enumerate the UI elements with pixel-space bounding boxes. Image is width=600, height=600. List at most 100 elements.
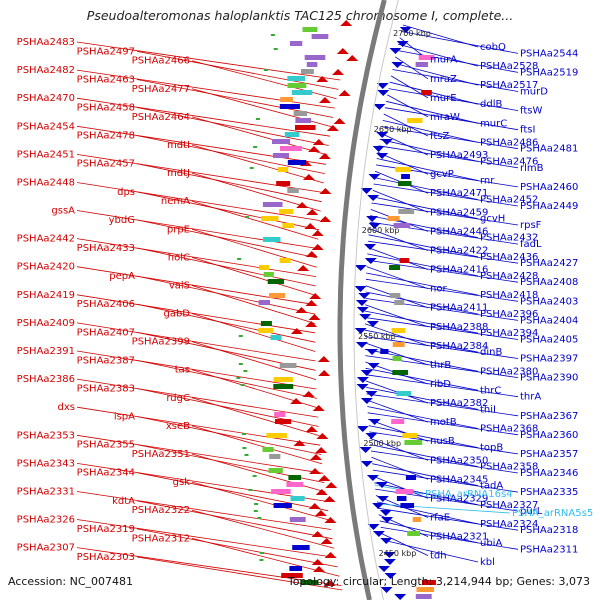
feature-block xyxy=(380,349,389,354)
label-connector xyxy=(76,406,321,446)
forward-feature-arrow xyxy=(295,307,308,313)
reverse-gene-label: thrC xyxy=(480,385,501,396)
feature-block xyxy=(258,328,274,333)
reverse-feature-arrow xyxy=(356,307,369,313)
forward-gene-label: PSHAa2442 xyxy=(17,234,75,245)
forward-feature-arrow xyxy=(318,475,331,481)
reverse-feature-arrow xyxy=(380,139,393,145)
label-connector xyxy=(387,94,429,118)
label-connector xyxy=(191,425,323,465)
feature-block xyxy=(421,90,432,95)
accession-text: Accession: NC_007481 xyxy=(8,575,134,588)
forward-gene-label: PSHAa2307 xyxy=(17,543,75,554)
label-connector xyxy=(370,450,519,474)
label-connector xyxy=(382,120,479,143)
forward-feature-arrow xyxy=(318,97,331,103)
label-connector xyxy=(384,107,519,131)
reverse-gene-label: PSHAa2432 xyxy=(480,233,538,244)
forward-feature-arrow xyxy=(319,188,332,194)
label-connector xyxy=(366,266,429,289)
feature-block xyxy=(293,111,308,116)
forward-gene-label: mdtJ xyxy=(167,168,190,179)
label-connector xyxy=(368,418,429,442)
feature-block xyxy=(287,83,307,88)
forward-gene-label: PSHAa2482 xyxy=(17,65,75,76)
feature-track xyxy=(236,20,436,600)
label-connector xyxy=(364,329,479,353)
feature-block xyxy=(392,342,405,347)
gc-tick xyxy=(253,510,258,512)
rna-gene-label: PSHA_arRNA16s4 xyxy=(425,489,513,500)
forward-feature-arrow xyxy=(311,244,324,250)
reverse-gene-label: ftsW xyxy=(520,106,542,117)
label-connector xyxy=(377,507,519,531)
forward-feature-arrow xyxy=(319,216,332,222)
reverse-gene-label: PSHAa2390 xyxy=(520,373,578,384)
reverse-gene-label: PSHAa2460 xyxy=(520,182,578,193)
label-connector xyxy=(381,533,429,556)
rna-gene-label: PSHA_arRNA5s5 xyxy=(512,508,593,519)
forward-gene-label: PSHAa2355 xyxy=(77,440,135,451)
feature-block xyxy=(277,167,289,172)
gc-tick xyxy=(238,363,243,365)
label-connector xyxy=(76,322,316,362)
forward-feature-arrow xyxy=(302,391,315,397)
label-connector xyxy=(367,406,479,429)
label-connector xyxy=(364,323,429,347)
reverse-feature-arrow xyxy=(384,573,397,579)
label-connector xyxy=(365,310,479,334)
reverse-feature-arrow xyxy=(360,461,373,467)
forward-gene-label: PSHAa2407 xyxy=(77,327,135,338)
label-connector xyxy=(76,547,342,586)
label-connector xyxy=(76,491,332,530)
forward-gene-label: PSHAa2399 xyxy=(132,337,190,348)
label-connector xyxy=(136,528,338,568)
reverse-feature-arrow xyxy=(381,517,394,523)
forward-gene-label: ispA xyxy=(114,412,135,423)
feature-block xyxy=(273,384,294,389)
label-connector xyxy=(191,285,316,324)
label-connector xyxy=(191,397,320,437)
gc-tick xyxy=(255,118,260,120)
gc-tick xyxy=(244,216,249,218)
label-connector xyxy=(366,399,429,423)
forward-feature-arrow xyxy=(336,48,349,54)
reverse-feature-arrow xyxy=(372,503,385,509)
reverse-feature-arrow xyxy=(360,370,373,376)
forward-feature-arrow xyxy=(318,370,331,376)
gc-tick xyxy=(236,377,241,379)
reverse-gene-label: rnr xyxy=(480,176,495,187)
feature-block xyxy=(263,272,274,277)
reverse-feature-arrow xyxy=(376,132,389,138)
feature-block xyxy=(392,370,409,375)
reverse-gene-label: cobQ xyxy=(480,42,506,53)
label-connector xyxy=(377,503,511,514)
label-connector xyxy=(136,275,316,315)
feature-block xyxy=(268,468,283,473)
forward-gene-label: PSHAa2326 xyxy=(17,515,75,526)
forward-gene-label: PSHAa2343 xyxy=(17,458,75,469)
label-connector xyxy=(76,350,317,390)
label-connector xyxy=(374,177,479,200)
label-connector xyxy=(376,158,479,181)
label-connector xyxy=(365,298,519,321)
forward-feature-arrow xyxy=(338,90,351,96)
feature-block xyxy=(393,223,411,228)
reverse-gene-label: ddlB xyxy=(480,99,502,110)
reverse-gene-label: PSHAa2345 xyxy=(430,474,488,485)
reverse-feature-arrow xyxy=(366,475,379,481)
feature-block xyxy=(292,545,310,550)
feature-block xyxy=(262,202,283,207)
feature-block xyxy=(266,433,287,438)
label-connector xyxy=(388,88,519,111)
label-connector xyxy=(381,126,519,150)
reverse-gene-label: PSHAa2418 xyxy=(480,290,538,301)
reverse-gene-label: fadL xyxy=(520,239,542,250)
label-connector xyxy=(365,278,519,302)
gc-tick xyxy=(240,384,245,386)
forward-gene-label: PSHAa2409 xyxy=(17,318,75,329)
feature-block xyxy=(302,27,318,32)
feature-block xyxy=(398,209,415,214)
reverse-feature-arrow xyxy=(389,48,402,54)
